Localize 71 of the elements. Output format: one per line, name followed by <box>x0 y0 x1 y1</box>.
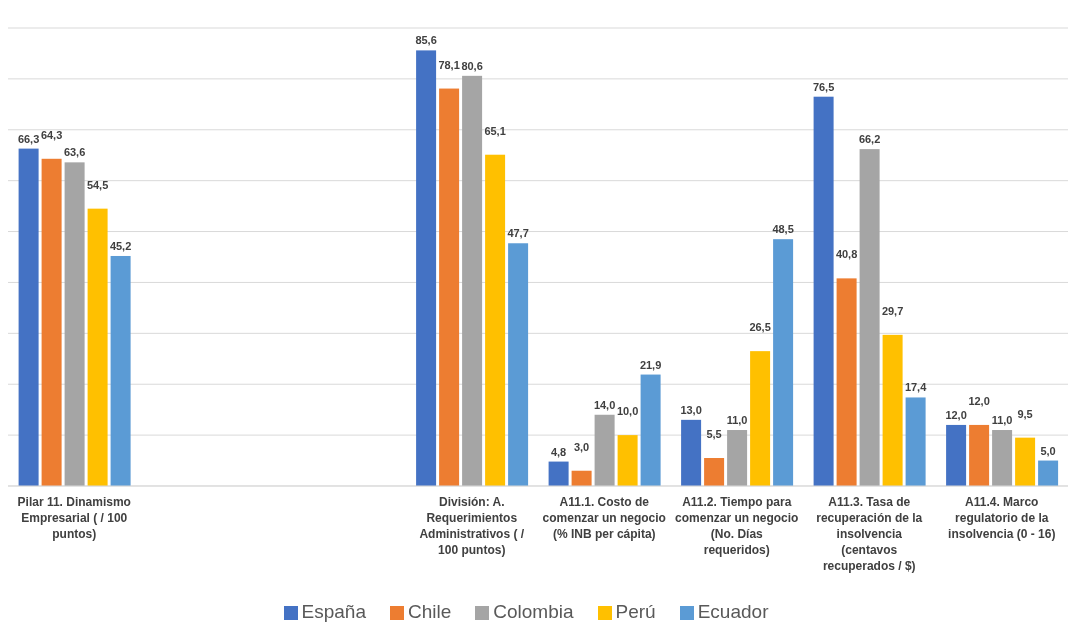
legend-label: Perú <box>615 601 656 622</box>
data-label: 9,5 <box>1017 407 1033 420</box>
x-tick-label: A11.2. Tiempo para comenzar un negocio (No. Días requeridos) <box>675 495 799 557</box>
bar <box>110 255 131 486</box>
data-label: 47,7 <box>507 227 529 240</box>
bar <box>18 148 39 486</box>
bar <box>882 334 903 486</box>
data-label: 64,3 <box>40 128 63 141</box>
data-label: 48,5 <box>772 223 794 236</box>
bar <box>905 397 926 486</box>
bar <box>439 88 460 486</box>
data-label: 65,1 <box>484 124 506 137</box>
x-tick-label: Pilar 11. Dinamismo Empresarial ( / 100 puntos) <box>17 495 131 541</box>
bar <box>836 278 857 486</box>
data-label: 4,8 <box>550 445 567 458</box>
bar <box>859 149 880 486</box>
data-label: 78,1 <box>438 58 460 71</box>
bar <box>462 75 483 486</box>
bar <box>813 96 834 486</box>
bar <box>946 424 967 486</box>
data-label: 66,3 <box>17 132 40 145</box>
bar <box>548 461 569 486</box>
data-label: 13,0 <box>680 403 702 416</box>
data-label: 80,6 <box>461 59 483 72</box>
data-label: 54,5 <box>86 178 109 191</box>
data-label: 76,5 <box>812 80 835 93</box>
legend-label: Ecuador <box>697 601 769 622</box>
bar <box>64 162 85 486</box>
data-label: 66,2 <box>858 133 881 146</box>
data-label: 85,6 <box>415 34 437 47</box>
data-label: 5,0 <box>1040 444 1056 457</box>
bar <box>416 50 437 486</box>
data-label: 40,8 <box>835 248 858 261</box>
bar <box>508 243 529 486</box>
data-label: 3,0 <box>573 440 590 453</box>
data-label: 17,4 <box>904 381 928 394</box>
bar <box>727 430 748 486</box>
data-label: 11,0 <box>991 414 1013 427</box>
bar <box>969 424 990 486</box>
x-tick-label: División: A. Requerimientos Administrativos ( / 100 puntos) <box>419 495 525 557</box>
bar <box>1015 437 1036 486</box>
bar <box>750 351 771 486</box>
bar <box>992 430 1013 486</box>
bar <box>773 239 794 486</box>
legend-label: Colombia <box>493 601 574 622</box>
bar <box>41 158 62 486</box>
bar <box>571 470 592 486</box>
legend-label: Chile <box>407 601 452 622</box>
data-label: 45,2 <box>109 239 132 252</box>
data-label: 12,0 <box>968 394 990 407</box>
bar <box>704 458 725 486</box>
data-label: 10,0 <box>616 405 639 418</box>
bar <box>617 435 638 486</box>
data-label: 14,0 <box>593 398 616 411</box>
data-label: 29,7 <box>881 304 904 317</box>
data-label: 11,0 <box>726 414 748 427</box>
bar <box>1038 460 1059 486</box>
bar <box>681 419 702 486</box>
data-label: 26,5 <box>749 321 771 334</box>
bar <box>640 374 661 486</box>
bar <box>485 154 506 486</box>
data-label: 5,5 <box>706 428 722 441</box>
data-label: 12,0 <box>945 408 967 421</box>
data-label: 21,9 <box>639 358 662 371</box>
bar <box>87 208 108 486</box>
legend-label: España <box>301 601 366 622</box>
x-tick-label: A11.4. Marco regulatorio de la insolvencia (0 - 16) <box>948 495 1056 541</box>
data-label: 63,6 <box>63 146 86 159</box>
bar <box>594 414 615 486</box>
x-tick-label: A11.3. Tasa de recuperación de la insolvencia (centavos recuperados / $) <box>816 495 923 573</box>
x-tick-label: A11.1. Costo de comenzar un negocio (% INB per cápita) <box>542 495 666 541</box>
